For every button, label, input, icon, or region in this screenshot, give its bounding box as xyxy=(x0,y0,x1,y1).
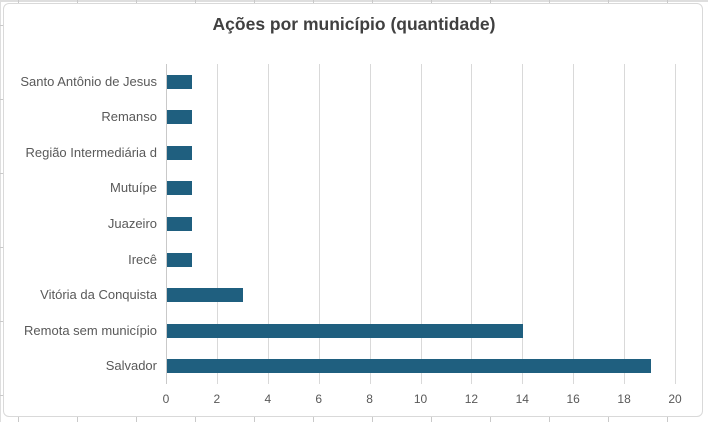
bar-remanso[interactable] xyxy=(167,110,193,125)
sheet-column-tick xyxy=(549,0,550,4)
value-tick-label: 18 xyxy=(617,392,631,406)
sheet-gridline-top xyxy=(0,0,708,2)
bar-vit-ria-da-conquista[interactable] xyxy=(167,288,244,303)
sheet-column-tick xyxy=(254,0,255,4)
category-label: Região Intermediária d xyxy=(25,144,157,160)
category-axis-line xyxy=(166,64,167,384)
value-tick-label: 14 xyxy=(515,392,529,406)
gridline-x-2 xyxy=(216,64,218,384)
sheet-column-tick xyxy=(195,0,196,4)
category-label: Mutuípe xyxy=(110,180,157,196)
value-tick-label: 8 xyxy=(366,392,373,406)
value-tick-label: 4 xyxy=(264,392,272,406)
sheet-column-tick xyxy=(18,0,19,4)
sheet-column-tick xyxy=(372,417,373,422)
gridline-x-16 xyxy=(573,64,575,384)
sheet-gridline-left xyxy=(0,0,1,422)
category-label: Juazeiro xyxy=(107,216,157,231)
value-tick-label: 12 xyxy=(464,392,479,406)
sheet-row-tick xyxy=(0,173,4,174)
bar-remota-sem-munic-pio[interactable] xyxy=(167,323,524,338)
sheet-column-tick xyxy=(18,417,19,422)
sheet-row-tick xyxy=(0,247,4,248)
sheet-column-tick xyxy=(195,417,196,422)
bar-salvador[interactable] xyxy=(167,359,651,374)
gridline-x-14 xyxy=(522,64,524,384)
sheet-column-tick xyxy=(667,417,668,422)
value-tick-label: 16 xyxy=(566,392,580,406)
sheet-column-tick xyxy=(667,0,668,4)
bar-mutu-pe[interactable] xyxy=(167,181,193,196)
value-tick-label: 2 xyxy=(213,392,221,406)
sheet-column-tick xyxy=(77,417,78,422)
sheet-row-tick xyxy=(0,25,4,26)
sheet-row-tick xyxy=(0,99,4,100)
sheet-column-tick xyxy=(313,417,314,422)
sheet-column-tick xyxy=(490,417,491,422)
sheet-column-tick xyxy=(254,417,255,422)
sheet-column-tick xyxy=(372,0,373,4)
sheet-row-tick xyxy=(0,395,4,396)
sheet-column-tick xyxy=(608,417,609,422)
category-label: Vitória da Conquista xyxy=(40,287,157,303)
sheet-column-tick xyxy=(490,0,491,4)
sheet-column-tick xyxy=(549,417,550,422)
gridline-x-12 xyxy=(471,64,473,384)
gridline-x-4 xyxy=(267,64,269,384)
sheet-row-tick xyxy=(0,321,4,322)
bar-juazeiro[interactable] xyxy=(167,217,193,231)
category-label: Remota sem município xyxy=(24,322,157,338)
gridline-x-10 xyxy=(420,64,422,384)
sheet-column-tick xyxy=(608,0,609,4)
bar-regi-o-intermedi-ria-d[interactable] xyxy=(167,145,193,160)
plot-area xyxy=(166,64,676,384)
gridline-x-6 xyxy=(318,64,320,384)
sheet-column-tick xyxy=(431,0,432,4)
category-label: Salvador xyxy=(105,358,157,374)
gridline-x-18 xyxy=(624,64,626,384)
bar-santo-ant-nio-de-jesus[interactable] xyxy=(167,74,193,89)
sheet-column-tick xyxy=(431,417,432,422)
value-tick-label: 6 xyxy=(315,392,323,406)
category-label: Remanso xyxy=(101,109,157,125)
chart-object[interactable] xyxy=(3,3,703,417)
sheet-column-tick xyxy=(77,0,78,4)
sheet-column-tick xyxy=(136,0,137,4)
value-tick-label: 0 xyxy=(162,392,170,406)
value-tick-label: 20 xyxy=(668,392,682,406)
category-label: Irecê xyxy=(128,251,157,267)
gridline-x-8 xyxy=(369,64,371,384)
category-label: Santo Antônio de Jesus xyxy=(20,73,157,89)
chart-title[interactable]: Ações por município (quantidade) xyxy=(212,14,496,34)
value-tick-label: 10 xyxy=(413,392,428,406)
sheet-column-tick xyxy=(136,417,137,422)
gridline-x-20 xyxy=(675,64,676,384)
sheet-column-tick xyxy=(313,0,314,4)
bar-irec-[interactable] xyxy=(167,252,193,267)
